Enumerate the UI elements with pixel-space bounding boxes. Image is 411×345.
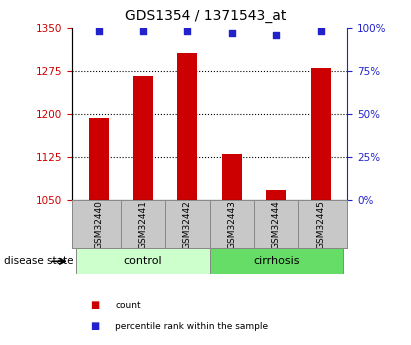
Point xyxy=(273,32,279,37)
Point xyxy=(184,28,191,34)
Text: count: count xyxy=(115,301,141,310)
Point xyxy=(317,28,324,34)
Text: disease state: disease state xyxy=(4,256,74,266)
Text: ■: ■ xyxy=(90,321,100,331)
Bar xyxy=(311,68,330,200)
Text: GSM32445: GSM32445 xyxy=(316,200,325,249)
Point xyxy=(229,30,235,36)
Text: GSM32443: GSM32443 xyxy=(227,200,236,249)
Bar xyxy=(133,77,153,200)
Bar xyxy=(89,118,109,200)
Text: ■: ■ xyxy=(90,300,100,310)
Bar xyxy=(178,53,197,200)
Bar xyxy=(222,154,242,200)
Text: percentile rank within the sample: percentile rank within the sample xyxy=(115,322,268,331)
Text: GSM32444: GSM32444 xyxy=(272,200,281,249)
Text: cirrhosis: cirrhosis xyxy=(253,256,300,266)
Point xyxy=(95,28,102,34)
Bar xyxy=(266,190,286,200)
Bar xyxy=(210,248,343,274)
Text: GSM32441: GSM32441 xyxy=(139,200,148,249)
Text: GSM32442: GSM32442 xyxy=(183,200,192,249)
Point xyxy=(140,28,146,34)
Text: control: control xyxy=(124,256,162,266)
Bar xyxy=(76,248,210,274)
Text: GSM32440: GSM32440 xyxy=(94,200,103,249)
Text: GDS1354 / 1371543_at: GDS1354 / 1371543_at xyxy=(125,9,286,23)
